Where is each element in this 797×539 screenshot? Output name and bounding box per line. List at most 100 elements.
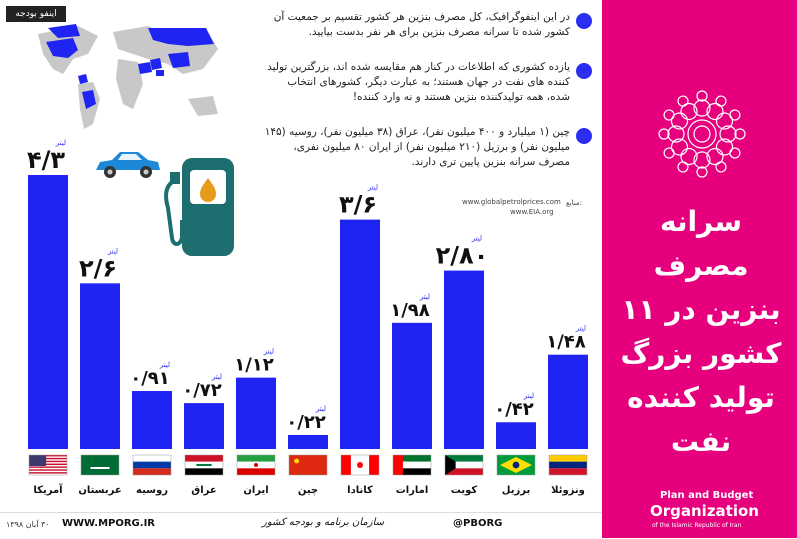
category-label: کویت [451,485,478,496]
source-link: www.globalpetrolprices.com [462,198,561,206]
category-label: ونزوئلا [551,485,585,496]
flag-border [444,454,484,476]
flag-globe [512,461,520,469]
data-label: ۰/۲۲ [286,412,326,433]
data-label: ۲/۸۰ [436,242,489,270]
footer-website: WWW.MPORG.IR [62,518,155,529]
intro-point: در این اینفوگرافیک، کل مصرف بنزین هر کشو… [273,11,570,38]
flag-band [185,468,223,475]
flag-border [496,454,536,476]
category-label: امارات [396,485,429,496]
flag-icon-kuwait [444,454,484,476]
bar [28,175,68,449]
unit-label: لیتر [159,361,170,369]
flag-icon-uae [392,454,432,476]
category-label: روسیه [136,485,168,496]
flag-band [393,455,431,462]
unit-label: لیتر [263,348,274,356]
footer-date: ۳۰ آبان ۱۳۹۸ [6,520,50,529]
category-label: برزیل [502,485,530,496]
flag-band [445,455,483,462]
flag-stripe [29,472,67,474]
bar [444,270,484,449]
flag-band [185,455,223,462]
mandala-logo-icon [658,90,746,178]
data-label: ۳/۶ [339,191,377,219]
unit-label: لیتر [315,405,326,413]
flag-band [237,468,275,475]
bar [80,283,120,449]
unit-label: لیتر [367,184,378,192]
bar [496,422,536,449]
category-label: کانادا [347,485,373,496]
flag-band [393,468,431,475]
page-title: سرانه مصرف بنزین در ۱۱ کشور بزرگ تولید ک… [620,205,782,458]
flag-border [288,454,328,476]
org-name-line3: of the Islamic Republic of Iran [652,522,742,529]
flag-border [340,454,380,476]
unit-label: لیتر [471,235,482,243]
flag-field [81,455,119,475]
flag-star [294,458,299,464]
flag-band [341,455,351,475]
data-label: ۴/۳ [27,146,65,174]
flag-border [132,454,172,476]
flag-border [28,454,68,476]
flag-border [184,454,224,476]
bullet-dot [576,128,592,144]
data-label: ۲/۶ [79,254,117,282]
bullet-dot [576,13,592,29]
flag-emblem [196,464,212,466]
flag-icon-iraq [184,454,224,476]
car-icon [96,152,160,178]
flag-band [393,461,431,469]
flag-band [393,455,403,475]
bar [288,434,328,449]
flag-band [133,461,171,469]
flag-band [445,468,483,475]
flag-border [236,454,276,476]
footer-bar [0,512,602,539]
intro-point: چین (۱ میلیارد و ۴۰۰ میلیون نفر)، عراق (… [264,126,570,168]
flag-border [548,454,588,476]
flag-icon-saudi [80,454,120,476]
bar [184,403,224,449]
org-name-line2: Organization [650,502,759,520]
flag-icon-venezuela [548,454,588,476]
fuel-pump-icon [164,158,234,256]
flag-stripe [29,455,67,457]
footer-signature: سازمان برنامه و بودجه کشور [262,517,385,528]
flag-border [80,454,120,476]
intro-point: یازده کشوری که اطلاعات در کنار هم مقایسه… [267,61,570,103]
flag-field [289,455,327,475]
flag-band [133,455,171,462]
flag-band [369,455,379,475]
flag-leaf [357,462,363,468]
data-label: ۰/۹۱ [130,368,170,389]
flag-band [133,468,171,475]
flag-stripe [29,457,67,460]
unit-label: لیتر [419,293,430,301]
flag-stripe [29,460,67,463]
flag-canton [29,455,47,466]
data-label: ۰/۷۲ [182,380,222,401]
flag-band [549,461,587,469]
unit-label: لیتر [523,392,534,400]
data-label: ۱/۱۲ [234,355,274,376]
unit-label: لیتر [107,247,118,255]
bar [236,377,276,449]
category-label: ایران [243,485,268,496]
category-label: عربستان [78,485,121,496]
bar-chart: ۴/۳لیترآمریکا۲/۶لیترعربستان۰/۹۱لیترروسیه… [27,139,588,496]
flag-emblem [254,463,258,467]
flag-band [445,461,483,469]
flag-stripe [29,463,67,465]
unit-label: لیتر [55,139,66,147]
flag-icon-canada [340,454,380,476]
source-link: www.EIA.org [510,208,554,216]
bar [392,322,432,449]
category-label: عراق [191,485,216,496]
flag-sword [90,467,110,469]
bullet-dot [576,63,592,79]
